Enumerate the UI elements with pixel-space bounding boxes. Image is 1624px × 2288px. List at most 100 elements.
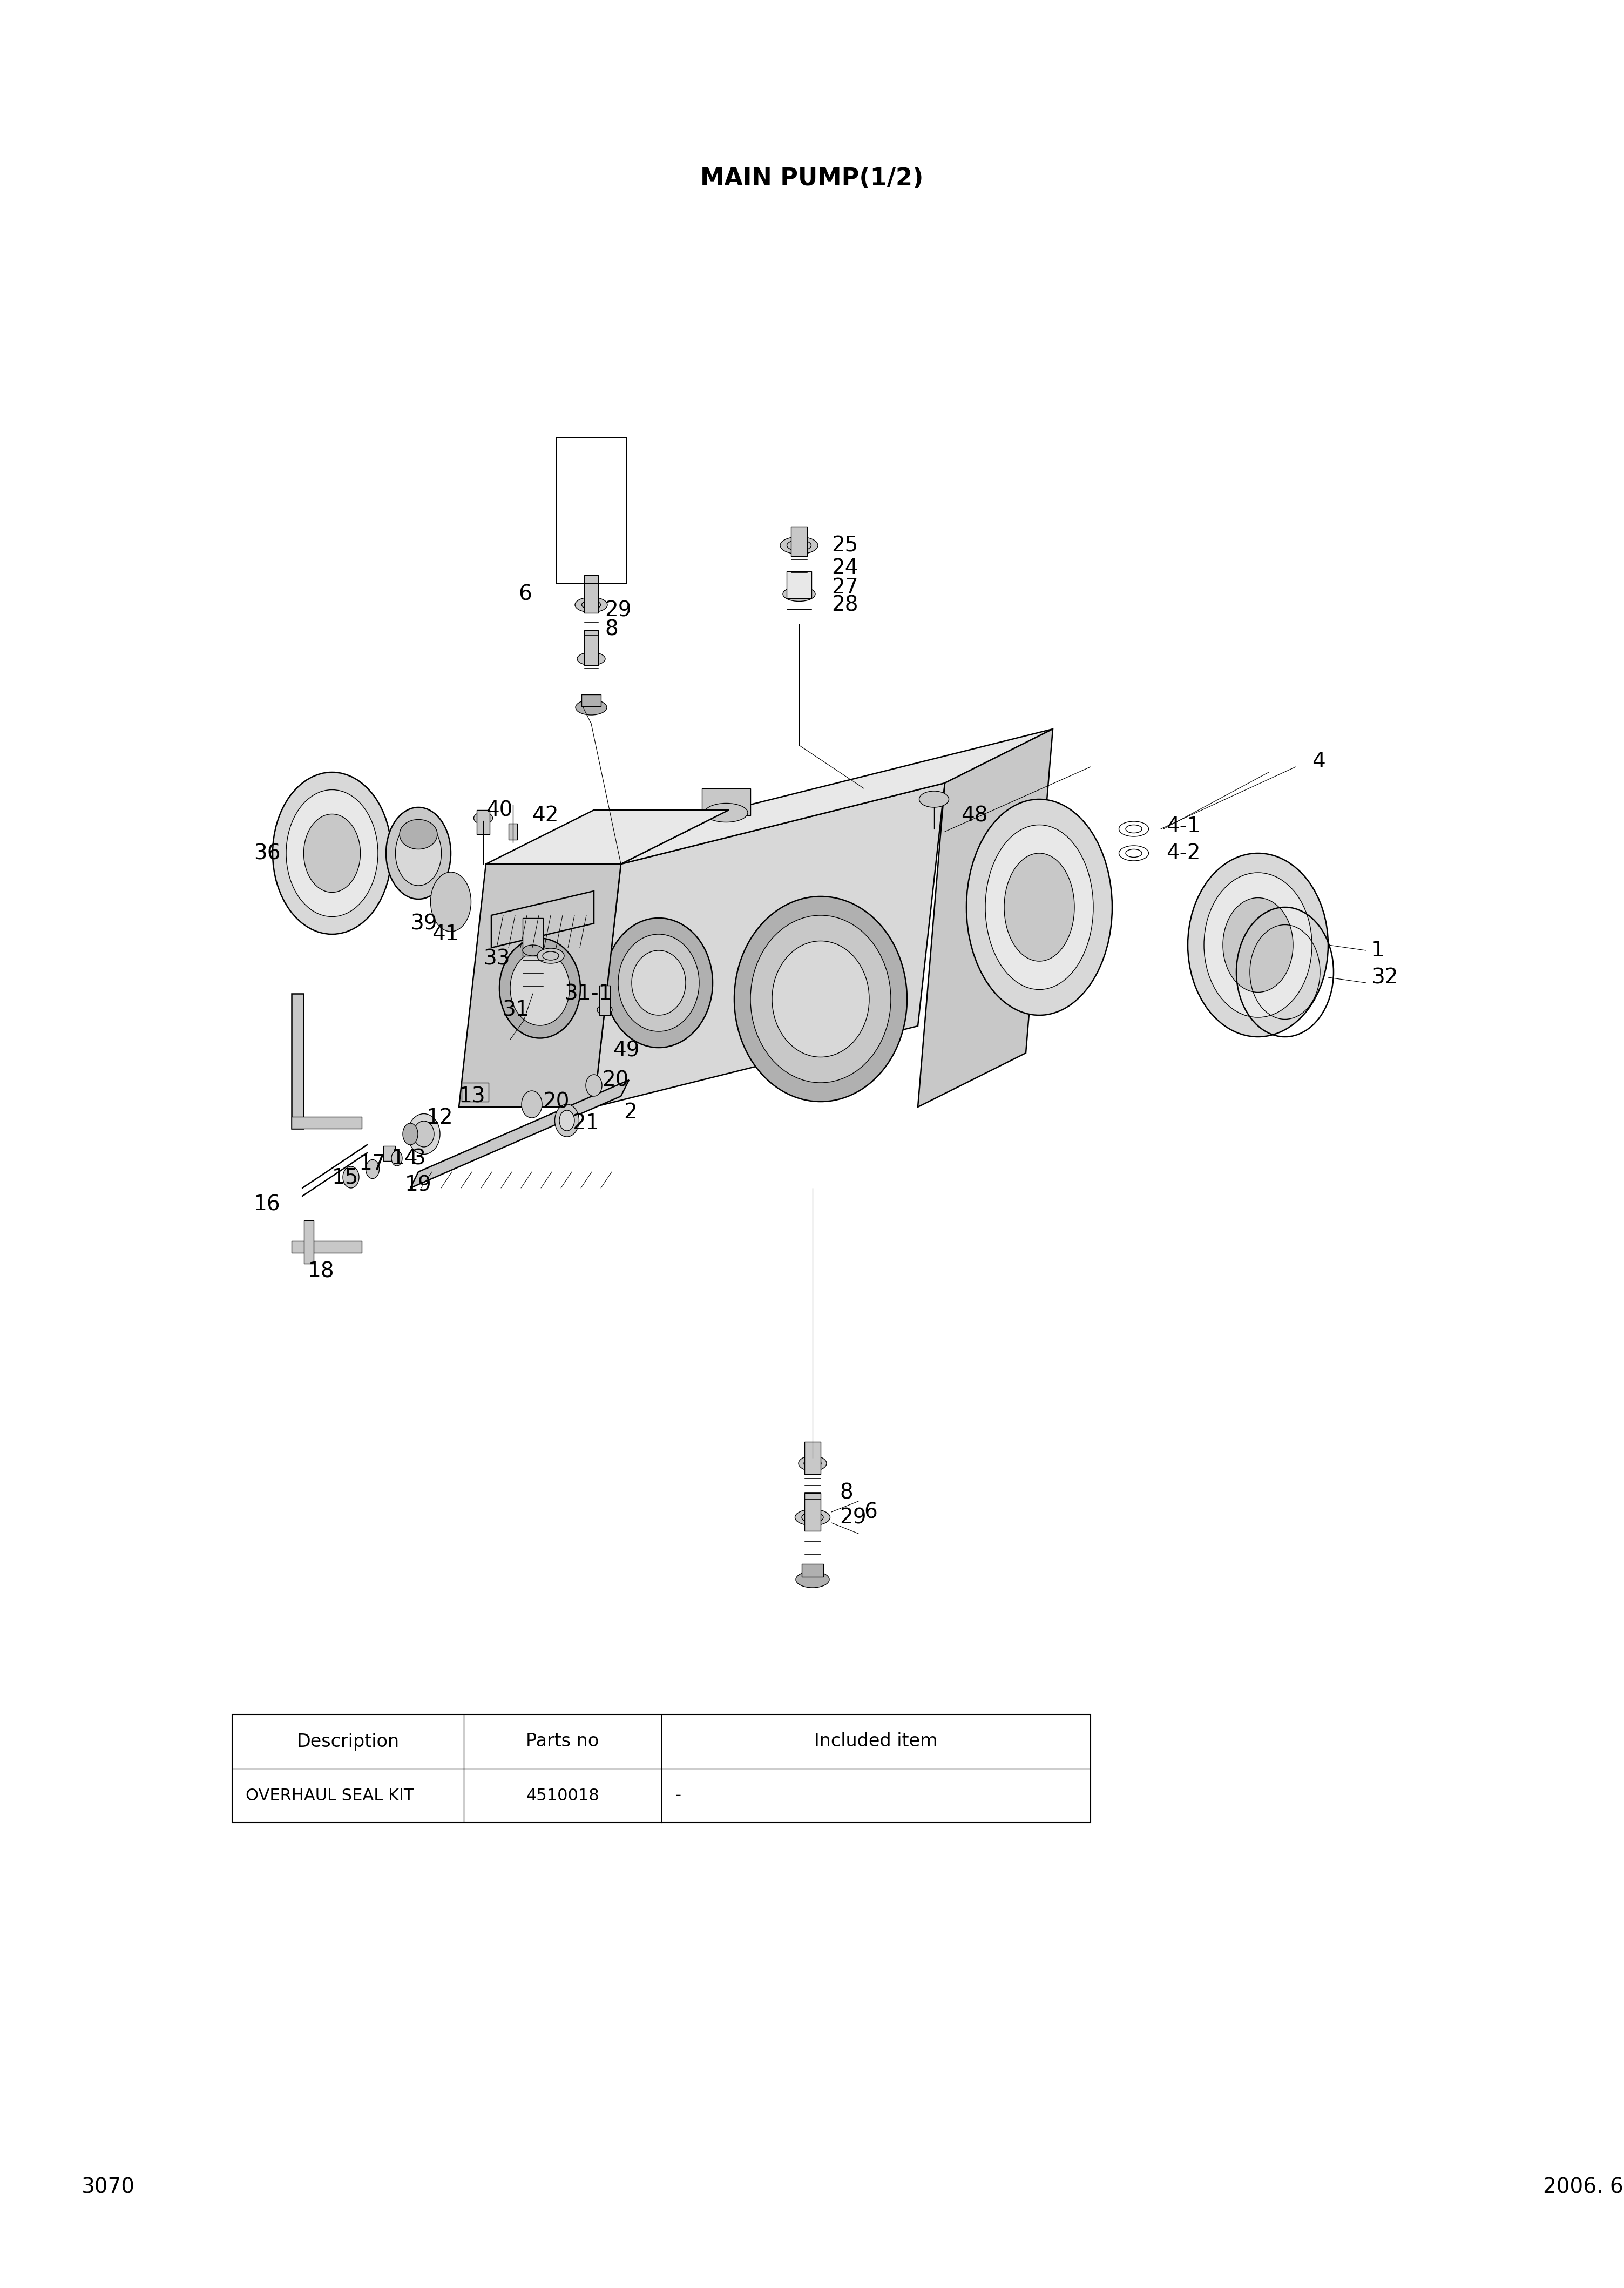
- Text: 2: 2: [624, 1103, 637, 1123]
- Bar: [304, 1220, 313, 1263]
- Text: 20: 20: [603, 1071, 628, 1091]
- Polygon shape: [411, 1080, 628, 1187]
- Bar: [804, 1494, 820, 1531]
- Text: MAIN PUMP(1/2): MAIN PUMP(1/2): [700, 167, 924, 190]
- Text: 4-1: 4-1: [1166, 817, 1200, 837]
- Ellipse shape: [286, 789, 378, 917]
- Ellipse shape: [343, 1167, 359, 1187]
- Text: 8: 8: [840, 1483, 853, 1503]
- Text: 48: 48: [961, 805, 987, 826]
- Bar: [555, 437, 627, 583]
- Ellipse shape: [304, 815, 361, 892]
- Ellipse shape: [403, 1123, 417, 1144]
- Ellipse shape: [273, 773, 391, 934]
- Text: 49: 49: [612, 1041, 640, 1062]
- Text: 21: 21: [572, 1112, 599, 1133]
- Polygon shape: [620, 730, 1052, 865]
- Bar: [508, 824, 516, 840]
- Bar: [585, 574, 598, 613]
- Text: 15: 15: [331, 1167, 359, 1187]
- Ellipse shape: [705, 803, 747, 821]
- Ellipse shape: [771, 940, 869, 1057]
- Bar: [292, 993, 304, 1128]
- Bar: [802, 1565, 823, 1576]
- Text: Parts no: Parts no: [526, 1732, 599, 1750]
- Text: 31-1: 31-1: [564, 984, 612, 1004]
- Text: 42: 42: [531, 805, 559, 826]
- Bar: [599, 986, 611, 1016]
- Bar: [804, 1441, 820, 1473]
- Text: 2006. 6.30  REV.6F: 2006. 6.30 REV.6F: [1543, 2176, 1624, 2196]
- Ellipse shape: [408, 1114, 440, 1153]
- Ellipse shape: [400, 819, 437, 849]
- Bar: [702, 789, 750, 815]
- Ellipse shape: [577, 652, 606, 666]
- Bar: [292, 1240, 362, 1254]
- Text: 1: 1: [1371, 940, 1385, 961]
- Bar: [383, 1146, 395, 1160]
- Text: 8: 8: [604, 618, 619, 638]
- Ellipse shape: [575, 700, 607, 714]
- Ellipse shape: [734, 897, 908, 1101]
- Ellipse shape: [986, 826, 1093, 988]
- Bar: [555, 437, 627, 583]
- Ellipse shape: [538, 947, 564, 963]
- Ellipse shape: [586, 1075, 603, 1096]
- Ellipse shape: [414, 1121, 434, 1146]
- Text: 25: 25: [831, 535, 857, 556]
- Ellipse shape: [396, 821, 442, 885]
- Bar: [292, 1117, 362, 1128]
- Polygon shape: [460, 865, 620, 1107]
- Ellipse shape: [780, 538, 818, 554]
- Text: 41: 41: [432, 924, 458, 945]
- Text: 40: 40: [486, 801, 513, 821]
- Ellipse shape: [1223, 897, 1293, 993]
- Polygon shape: [486, 810, 729, 865]
- Ellipse shape: [387, 808, 451, 899]
- Polygon shape: [492, 890, 594, 947]
- Text: 4510018: 4510018: [526, 1787, 599, 1803]
- Text: 20: 20: [542, 1091, 570, 1112]
- Text: 32: 32: [1371, 968, 1398, 988]
- Ellipse shape: [799, 1455, 827, 1471]
- Ellipse shape: [919, 792, 948, 808]
- Ellipse shape: [430, 872, 471, 931]
- Text: 24: 24: [831, 558, 857, 579]
- Ellipse shape: [500, 938, 580, 1039]
- Ellipse shape: [598, 1004, 612, 1014]
- Polygon shape: [918, 730, 1052, 1107]
- Ellipse shape: [474, 812, 492, 824]
- Ellipse shape: [510, 952, 570, 1025]
- Ellipse shape: [796, 1572, 830, 1588]
- Text: 28: 28: [831, 595, 857, 615]
- Text: 16: 16: [253, 1194, 281, 1215]
- Text: 12: 12: [427, 1107, 453, 1128]
- Bar: [585, 629, 598, 666]
- Ellipse shape: [521, 1091, 542, 1119]
- Ellipse shape: [966, 799, 1112, 1016]
- Text: 33: 33: [484, 947, 510, 968]
- Text: 14: 14: [391, 1149, 419, 1169]
- Text: 39: 39: [411, 913, 437, 934]
- Text: Included item: Included item: [814, 1732, 937, 1750]
- Ellipse shape: [1004, 853, 1075, 961]
- Bar: [523, 917, 542, 956]
- Text: 4: 4: [1312, 750, 1325, 771]
- Ellipse shape: [783, 586, 815, 602]
- Bar: [477, 810, 490, 835]
- Ellipse shape: [750, 915, 892, 1082]
- Text: Description: Description: [297, 1732, 400, 1750]
- Ellipse shape: [523, 945, 542, 956]
- Text: 3: 3: [412, 1149, 425, 1169]
- Text: 13: 13: [460, 1087, 486, 1107]
- Text: 6: 6: [864, 1501, 877, 1522]
- Polygon shape: [594, 782, 945, 1107]
- Text: 19: 19: [404, 1176, 432, 1197]
- Bar: [786, 572, 812, 599]
- Text: 29: 29: [840, 1508, 866, 1528]
- Ellipse shape: [1187, 853, 1328, 1036]
- Ellipse shape: [619, 934, 700, 1032]
- Bar: [232, 1714, 1091, 1824]
- Ellipse shape: [632, 950, 685, 1016]
- Text: 36: 36: [253, 842, 281, 863]
